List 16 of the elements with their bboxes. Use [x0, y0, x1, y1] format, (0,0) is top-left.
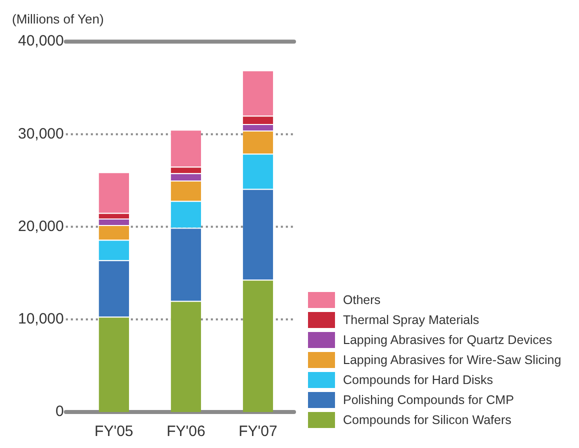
legend-label: Compounds for Hard Disks: [343, 373, 494, 387]
legend-label: Lapping Abrasives for Wire-Saw Slicing: [343, 353, 562, 367]
x-tick-label: FY'05: [94, 423, 134, 440]
legend-label: Compounds for Silicon Wafers: [343, 413, 512, 427]
y-tick-label: 0: [56, 403, 64, 420]
legend-label: Polishing Compounds for CMP: [343, 393, 514, 407]
y-axis-title: (Millions of Yen): [12, 11, 104, 26]
x-tick-label: FY'07: [238, 423, 278, 440]
y-tick-label: 30,000: [18, 125, 64, 142]
y-tick-label: 10,000: [18, 310, 64, 328]
legend-label: Others: [343, 293, 381, 307]
y-tick-label: 40,000: [18, 32, 64, 50]
x-tick-label: FY'06: [166, 423, 206, 440]
legend-label: Lapping Abrasives for Quartz Devices: [343, 333, 552, 347]
y-tick-label: 20,000: [18, 218, 64, 235]
legend-label: Thermal Spray Materials: [343, 313, 480, 327]
